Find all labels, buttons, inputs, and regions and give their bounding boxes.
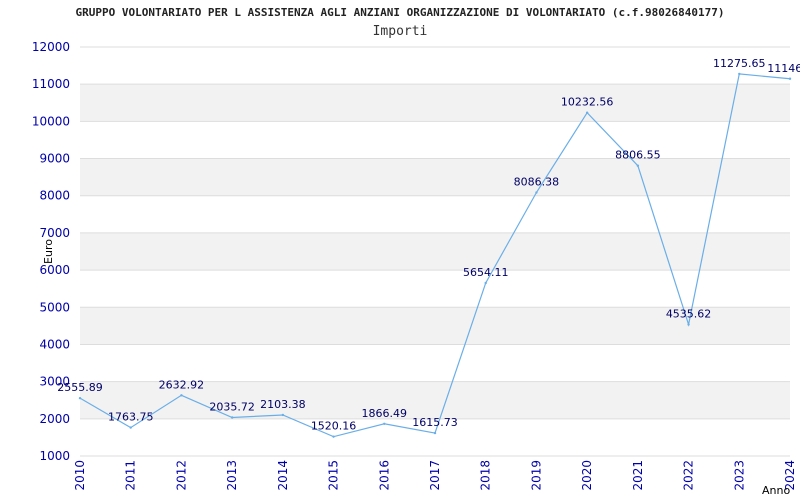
x-tick-label: 2023 — [732, 460, 746, 491]
y-tick-label: 11000 — [32, 77, 70, 91]
data-point — [129, 426, 132, 429]
data-label: 2632.92 — [159, 378, 205, 391]
x-tick-label: 2024 — [783, 460, 797, 491]
grid-band — [80, 381, 790, 419]
data-label: 2035.72 — [209, 400, 255, 413]
data-point — [383, 422, 386, 425]
y-tick-label: 5000 — [39, 300, 70, 314]
data-labels: 2555.89 1763.75 2632.92 2035.72 2103.38 1520.… — [57, 57, 800, 433]
data-label: 1615.73 — [412, 416, 458, 429]
data-point — [636, 164, 640, 167]
data-label: 1520.16 — [311, 420, 357, 433]
data-point — [433, 431, 437, 435]
y-tick-label: 3000 — [39, 375, 70, 389]
data-point — [78, 396, 82, 400]
y-tick-label: 9000 — [39, 152, 70, 166]
y-tick-label: 4000 — [39, 337, 70, 351]
x-tick-label: 2021 — [631, 460, 645, 491]
grid-lines — [80, 46, 790, 457]
data-label: 4535.62 — [666, 308, 712, 321]
data-point — [535, 191, 538, 194]
data-label: 10232.56 — [561, 96, 614, 109]
x-tick-label: 2020 — [580, 460, 594, 491]
data-label: 1763.75 — [108, 411, 154, 424]
data-point — [332, 435, 335, 438]
data-point — [281, 413, 285, 417]
x-tick-label: 2017 — [428, 460, 442, 491]
x-tick-label: 2012 — [174, 460, 188, 491]
y-tick-label: 8000 — [39, 189, 70, 203]
data-point — [788, 77, 792, 80]
x-tick-label: 2013 — [225, 460, 239, 491]
grid-band — [80, 84, 790, 122]
y-tick-label: 1000 — [39, 449, 70, 463]
data-label: 2103.38 — [260, 398, 306, 411]
x-tick-label: 2022 — [682, 460, 696, 491]
chart-subtitle: Importi — [372, 24, 428, 39]
x-tick-label: 2011 — [124, 460, 138, 491]
data-point — [484, 281, 487, 285]
data-point — [687, 323, 690, 326]
x-tick-label: 2018 — [479, 460, 493, 491]
x-tick-label: 2015 — [327, 460, 341, 491]
y-tick-label: 12000 — [32, 40, 70, 54]
grid-band — [80, 307, 790, 345]
y-tick-label: 6000 — [39, 263, 70, 277]
data-point — [180, 394, 183, 397]
y-tick-label: 10000 — [32, 114, 70, 128]
x-tick-label: 2010 — [73, 460, 87, 491]
grid-band — [80, 232, 790, 271]
data-label: 5654.11 — [463, 266, 509, 279]
y-tick-label: 7000 — [39, 226, 70, 240]
data-point — [230, 416, 234, 419]
x-tick-label: 2016 — [377, 460, 391, 491]
data-label: 8086.38 — [514, 176, 560, 189]
x-tick-label: 2014 — [276, 460, 290, 491]
data-point — [585, 111, 589, 114]
y-axis-label: Euro — [42, 239, 55, 264]
data-label: 11275.65 — [713, 57, 766, 70]
series-layer — [78, 72, 792, 438]
y-tick-label: 2000 — [39, 412, 70, 426]
data-label: 2555.89 — [57, 381, 103, 394]
grid-bands — [80, 84, 790, 419]
grid-band — [80, 158, 790, 196]
data-point — [738, 72, 741, 76]
x-axis-label: Anno — [762, 484, 790, 497]
x-axis-ticks: 2010 2011 2012 2013 2014 2015 2016 2017 2018 2019… — [73, 460, 797, 491]
data-label: 1866.49 — [362, 407, 408, 420]
x-tick-label: 2019 — [529, 460, 543, 491]
y-axis-ticks: 1000 2000 3000 4000 5000 6000 7000 8000 9000 1000… — [32, 40, 70, 463]
data-label: 8806.55 — [615, 149, 661, 162]
chart-title: GRUPPO VOLONTARIATO PER L ASSISTENZA AGL… — [75, 6, 725, 19]
data-label: 11146.0 — [767, 62, 800, 75]
